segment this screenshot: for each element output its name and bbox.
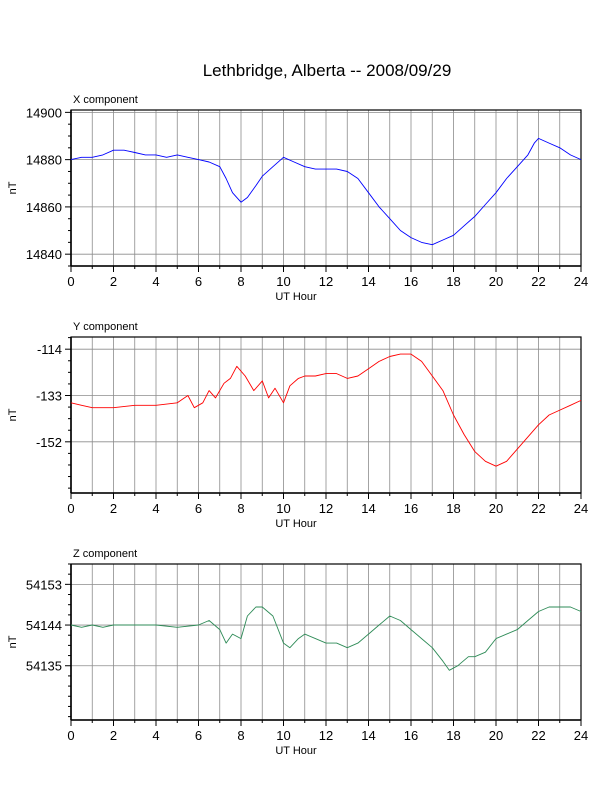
y-tick-label: -114 — [37, 342, 62, 357]
series-line — [70, 353, 582, 467]
x-tick-label: 12 — [319, 501, 333, 516]
y-tick-label: 54144 — [26, 618, 62, 633]
x-axis-label: UT Hour — [275, 745, 317, 757]
panel-label: X component — [73, 94, 138, 106]
y-tick-label: 14840 — [26, 247, 62, 262]
chart-panel-1: 0 2 4 6 8 10 12 14 16 18 20 22 241484014860148801490… — [7, 94, 588, 303]
x-axis-label: UT Hour — [275, 518, 317, 530]
x-tick-label: 18 — [446, 728, 460, 743]
x-tick-label: 20 — [489, 274, 503, 289]
series-line — [70, 137, 582, 246]
panel-label: Y component — [73, 321, 138, 333]
x-tick-label: 16 — [404, 501, 418, 516]
x-tick-label: 24 — [574, 274, 588, 289]
x-tick-label: 10 — [276, 728, 290, 743]
x-tick-label: 8 — [237, 728, 244, 743]
x-tick-label: 14 — [361, 274, 375, 289]
x-tick-label: 22 — [531, 501, 545, 516]
x-tick-label: 12 — [319, 274, 333, 289]
x-tick-label: 2 — [110, 274, 117, 289]
x-tick-label: 18 — [446, 501, 460, 516]
x-tick-label: 0 — [67, 501, 74, 516]
x-tick-label: 14 — [361, 728, 375, 743]
x-tick-label: 6 — [195, 501, 202, 516]
x-axis-label: UT Hour — [275, 291, 317, 303]
x-tick-label: 12 — [319, 728, 333, 743]
y-tick-label: 54153 — [26, 577, 62, 592]
x-tick-label: 8 — [237, 274, 244, 289]
x-tick-label: 0 — [67, 274, 74, 289]
y-axis-label: nT — [7, 635, 19, 648]
x-tick-label: 16 — [404, 274, 418, 289]
chart-panels: 0 2 4 6 8 10 12 14 16 18 20 22 241484014860148801490… — [7, 94, 588, 757]
panel-label: Z component — [73, 548, 137, 560]
x-tick-label: 4 — [152, 728, 159, 743]
y-axis-label: nT — [7, 408, 19, 421]
x-tick-label: 22 — [531, 728, 545, 743]
x-tick-label: 24 — [574, 501, 588, 516]
x-tick-label: 4 — [152, 501, 159, 516]
x-tick-label: 16 — [404, 728, 418, 743]
x-tick-label: 6 — [195, 274, 202, 289]
x-tick-label: 10 — [276, 501, 290, 516]
x-tick-label: 20 — [489, 501, 503, 516]
x-tick-label: 0 — [67, 728, 74, 743]
x-tick-label: 24 — [574, 728, 588, 743]
x-tick-label: 20 — [489, 728, 503, 743]
y-tick-label: 14860 — [26, 200, 62, 215]
y-tick-label: -133 — [36, 389, 62, 404]
x-tick-label: 6 — [195, 728, 202, 743]
x-tick-label: 8 — [237, 501, 244, 516]
x-tick-label: 2 — [110, 501, 117, 516]
y-tick-label: 14900 — [26, 105, 62, 120]
x-tick-label: 4 — [152, 274, 159, 289]
y-axis-label: nT — [7, 181, 19, 194]
y-tick-label: 54135 — [26, 659, 62, 674]
y-tick-label: 14880 — [26, 153, 62, 168]
series-line — [70, 606, 582, 671]
x-tick-label: 22 — [531, 274, 545, 289]
x-tick-label: 18 — [446, 274, 460, 289]
x-tick-label: 10 — [276, 274, 290, 289]
x-tick-label: 2 — [110, 728, 117, 743]
figure-title: Lethbridge, Alberta -- 2008/09/29 — [203, 61, 452, 80]
y-tick-label: -152 — [36, 435, 62, 450]
x-tick-label: 14 — [361, 501, 375, 516]
